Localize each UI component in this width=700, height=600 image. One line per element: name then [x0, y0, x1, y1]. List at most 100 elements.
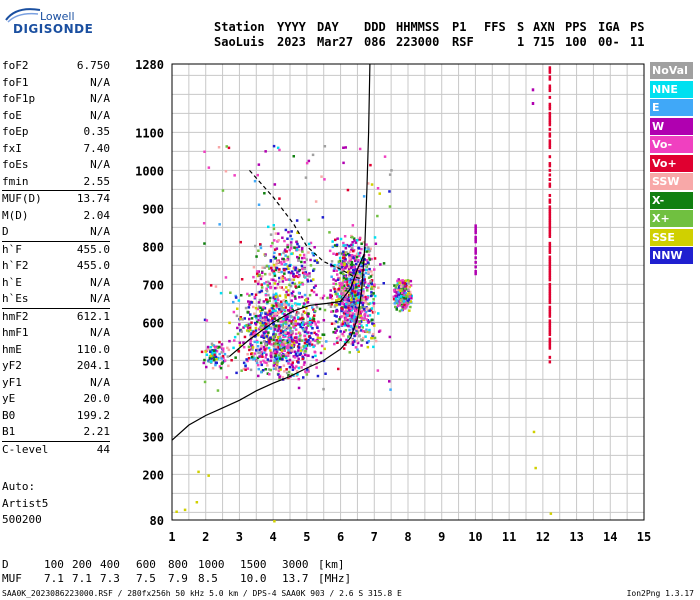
- echo-point: [248, 294, 251, 297]
- echo-point: [333, 314, 337, 317]
- echo-point: [290, 322, 293, 325]
- echo-point: [282, 299, 286, 302]
- echo-point: [396, 304, 400, 308]
- echo-point: [247, 323, 251, 326]
- echo-point: [348, 302, 351, 305]
- echo-point: [289, 247, 293, 250]
- echo-point: [306, 301, 310, 304]
- echo-point: [240, 369, 243, 372]
- param-row: fxI 7.40: [2, 141, 110, 158]
- echo-point: [261, 355, 264, 358]
- header-value-station: SaoLuis: [214, 35, 265, 49]
- echo-point: [249, 313, 252, 316]
- echo-point: [261, 334, 264, 337]
- echo-point: [255, 349, 258, 352]
- echo-point: [259, 321, 262, 325]
- param-row: MUF(D) 13.74: [2, 190, 110, 208]
- echo-point: [297, 386, 301, 390]
- echo-point: [289, 331, 293, 334]
- echo-point: [392, 289, 396, 292]
- echo-point: [252, 275, 255, 279]
- echo-point: [409, 305, 412, 309]
- echo-point: [288, 339, 291, 342]
- echo-point: [250, 344, 254, 347]
- echo-point: [270, 269, 274, 272]
- digisonde-logo-icon: [5, 8, 41, 23]
- echo-point: [312, 286, 316, 289]
- echo-point: [345, 251, 348, 254]
- echo-point: [316, 326, 319, 329]
- vertical-trace-point: [474, 265, 477, 269]
- echo-point: [360, 329, 363, 332]
- header-label-ddd: DDD: [364, 20, 386, 34]
- echo-point: [401, 291, 404, 295]
- echo-point: [254, 323, 258, 326]
- echo-point: [235, 371, 238, 375]
- echo-point: [317, 329, 320, 333]
- echo-point: [300, 313, 304, 316]
- echo-point: [307, 338, 310, 342]
- param-row: yE 20.0: [2, 391, 110, 408]
- echo-point: [281, 307, 285, 310]
- echo-point: [285, 250, 288, 253]
- vertical-trace-point: [548, 292, 552, 295]
- echo-point: [290, 292, 294, 295]
- echo-point: [260, 344, 263, 348]
- echo-point: [338, 284, 342, 287]
- echo-point: [229, 291, 232, 294]
- echo-point: [345, 264, 348, 268]
- echo-point: [275, 293, 278, 297]
- echo-point: [296, 271, 299, 274]
- dashed-curve: [249, 170, 361, 280]
- echo-point: [342, 241, 345, 245]
- vertical-trace-point: [548, 207, 552, 211]
- echo-point: [400, 298, 404, 301]
- echo-point: [262, 306, 265, 309]
- echo-point: [342, 146, 345, 149]
- echo-point: [279, 357, 282, 360]
- echo-point: [283, 347, 286, 350]
- echo-point: [297, 349, 300, 352]
- echo-point: [217, 357, 220, 360]
- vertical-trace-point: [548, 223, 552, 227]
- echo-point: [355, 255, 359, 259]
- echo-point: [252, 266, 256, 269]
- echo-point: [282, 251, 285, 255]
- echo-point: [291, 363, 294, 367]
- echo-point: [224, 276, 228, 279]
- echo-point: [299, 349, 303, 352]
- echo-point: [372, 298, 375, 301]
- echo-point: [360, 242, 363, 245]
- echo-point: [346, 324, 350, 327]
- echo-point: [350, 260, 354, 264]
- echo-point: [207, 166, 211, 169]
- echo-point: [283, 308, 286, 312]
- echo-point: [257, 305, 261, 308]
- echo-point: [289, 326, 292, 330]
- echo-point: [331, 245, 335, 249]
- echo-point: [275, 286, 279, 290]
- echo-point: [342, 347, 346, 350]
- param-value: 7.40: [83, 141, 111, 155]
- echo-point: [353, 340, 356, 343]
- echo-point: [347, 296, 350, 299]
- echo-point: [259, 243, 262, 246]
- legend-item: NoVal: [650, 62, 693, 79]
- echo-point: [278, 352, 282, 355]
- y-tick-label: 1000: [135, 164, 164, 178]
- echo-point: [348, 271, 352, 275]
- echo-point: [269, 368, 272, 372]
- param-label: M(D): [2, 208, 29, 222]
- echo-point: [254, 329, 258, 332]
- echo-point: [355, 307, 358, 311]
- echo-point: [304, 370, 308, 374]
- echo-point: [284, 267, 288, 271]
- echo-point: [339, 289, 343, 293]
- echo-point: [267, 318, 270, 321]
- echo-point: [268, 299, 271, 303]
- echo-point: [364, 295, 367, 299]
- vertical-trace-point: [548, 164, 552, 168]
- vertical-trace-point: [474, 260, 477, 264]
- echo-point: [264, 150, 267, 153]
